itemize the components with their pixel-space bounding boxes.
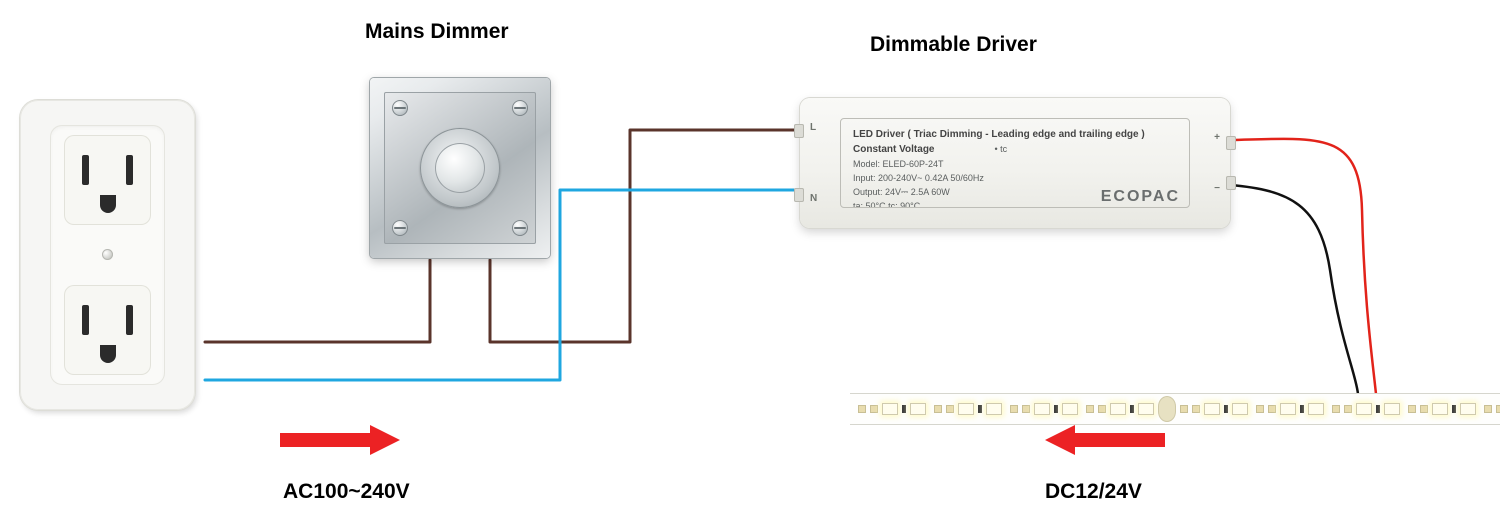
mark-minus: − [1214,183,1220,194]
screw-icon [392,100,408,116]
mark-N: N [810,193,817,204]
dimmer-knob [435,143,485,193]
mark-L: L [810,122,816,133]
driver-subtitle: Constant Voltage [853,144,934,155]
label-mains-dimmer: Mains Dimmer [365,20,509,44]
outlet-socket-top [64,135,151,225]
arrow-right-icon [280,425,400,455]
outlet-screw-icon [102,249,113,260]
driver-terminal-N [794,188,804,202]
solder-pad-icon [1158,396,1176,422]
label-ac-voltage: AC100~240V [283,480,410,504]
led-strip [850,393,1500,425]
wiring-layer [0,0,1500,517]
driver-output-label: Output: [853,187,883,197]
led-segment [1252,403,1328,415]
outlet-socket-bottom [64,285,151,375]
led-segment [1480,403,1500,415]
led-segment [930,403,1006,415]
driver-model: ELED-60P-24T [883,159,944,169]
wire [1230,139,1376,394]
driver-input-label: Input: [853,173,876,183]
led-segment [1006,403,1082,415]
led-segment [1082,403,1158,415]
label-dimmable-driver: Dimmable Driver [870,33,1037,57]
driver-output: 24V⎓ 2.5A 60W [885,187,950,197]
mark-plus: + [1214,132,1220,143]
driver-model-label: Model: [853,159,880,169]
led-segment [1176,403,1252,415]
driver-title: LED Driver ( Triac Dimming - Leading edg… [853,129,1145,140]
led-segment [854,403,930,415]
outlet-inner [50,125,165,385]
wall-outlet [20,100,195,410]
screw-icon [392,220,408,236]
driver-terminal-pos [1226,136,1236,150]
led-segment [1328,403,1404,415]
driver-tc-mark: • tc [995,144,1008,154]
screw-icon [512,100,528,116]
dimmable-led-driver: L N + − LED Driver ( Triac Dimming - Lea… [800,98,1230,228]
wire [205,260,430,342]
led-segment [1404,403,1480,415]
driver-terminal-neg [1226,176,1236,190]
mains-dimmer-switch [370,78,550,258]
driver-input: 200-240V~ 0.42A 50/60Hz [878,173,984,183]
driver-brand: ECOPAC [1101,188,1180,206]
screw-icon [512,220,528,236]
driver-ta-label: ta: [853,201,863,208]
driver-ta: 50°C tc: 90°C [866,201,921,208]
label-dc-voltage: DC12/24V [1045,480,1142,504]
driver-terminal-L [794,124,804,138]
dimmer-face [384,92,536,244]
wire [1230,185,1358,394]
arrow-left-icon [1045,425,1165,455]
